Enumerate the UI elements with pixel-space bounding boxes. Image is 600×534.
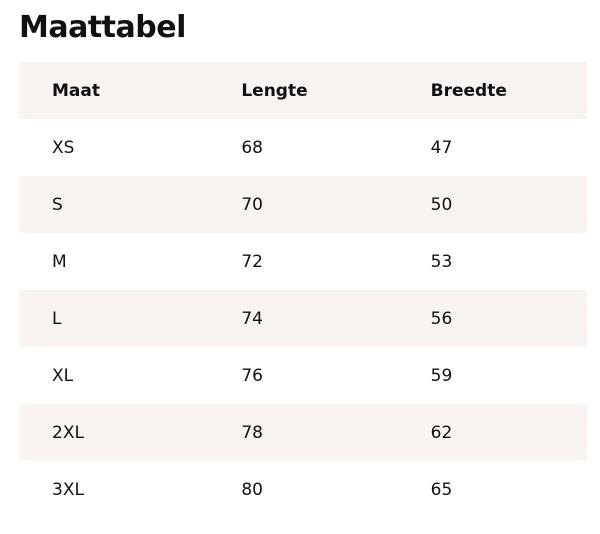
cell-maat: XL [52, 365, 74, 386]
header-lengte: Lengte [241, 80, 308, 101]
cell-lengte: 76 [241, 365, 263, 386]
cell-lengte: 70 [241, 194, 263, 215]
table-row: L 74 56 [19, 290, 587, 347]
cell-lengte: 72 [241, 251, 263, 272]
table-row: 3XL 80 65 [19, 461, 587, 518]
header-maat: Maat [52, 80, 100, 101]
table-row: M 72 53 [19, 233, 587, 290]
cell-lengte: 80 [241, 479, 263, 500]
cell-maat: 3XL [52, 479, 84, 500]
table-row: XL 76 59 [19, 347, 587, 404]
table-header-row: Maat Lengte Breedte [19, 62, 587, 119]
cell-breedte: 62 [430, 422, 453, 443]
table-row: XS 68 47 [19, 119, 587, 176]
cell-maat: M [52, 251, 67, 272]
size-table: Maat Lengte Breedte XS 68 47 S 70 50 M 72 53 L 74 5… [19, 62, 587, 518]
cell-breedte: 47 [430, 137, 453, 158]
cell-breedte: 50 [430, 194, 453, 215]
cell-maat: L [52, 308, 62, 329]
cell-breedte: 65 [430, 479, 453, 500]
cell-maat: S [52, 194, 63, 215]
header-breedte: Breedte [430, 80, 507, 101]
cell-lengte: 78 [241, 422, 263, 443]
cell-maat: 2XL [52, 422, 84, 443]
cell-lengte: 68 [241, 137, 263, 158]
cell-maat: XS [52, 137, 75, 158]
page-title: Maattabel [19, 10, 186, 45]
table-row: 2XL 78 62 [19, 404, 587, 461]
cell-breedte: 53 [430, 251, 453, 272]
cell-breedte: 59 [430, 365, 453, 386]
cell-breedte: 56 [430, 308, 453, 329]
table-row: S 70 50 [19, 176, 587, 233]
cell-lengte: 74 [241, 308, 263, 329]
